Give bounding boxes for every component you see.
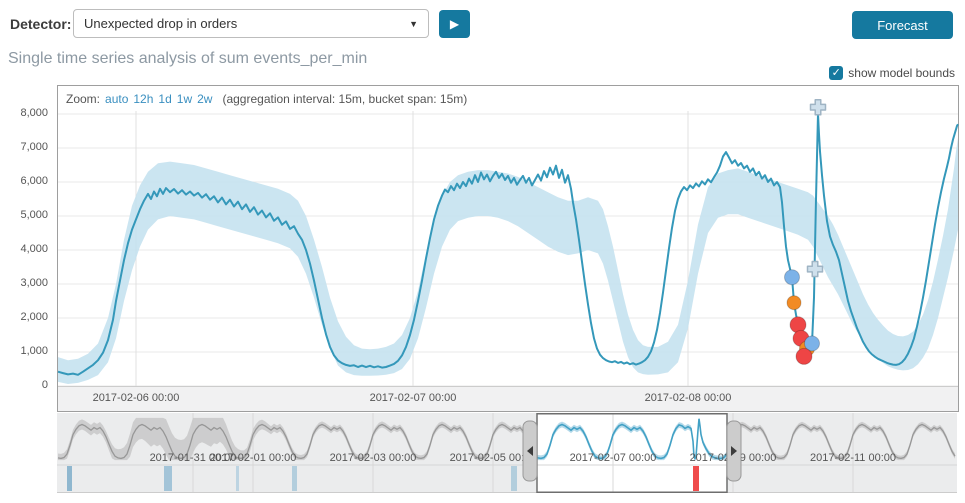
y-tick-label: 3,000 — [20, 277, 48, 289]
focus-chart-panel: Zoom: auto 12h 1d 1w 2w (aggregation interva… — [57, 85, 959, 412]
detector-select[interactable]: Unexpected drop in orders ▼ — [73, 9, 429, 38]
context-x-tick-label: 2017-02-05 00:00 — [450, 452, 537, 464]
play-icon: ▶ — [449, 17, 460, 31]
page-title: Single time series analysis of sum event… — [8, 50, 368, 67]
focus-x-axis: 2017-02-06 00:00 2017-02-07 00:00 2017-02-… — [58, 386, 958, 411]
x-tick-label: 2017-02-07 00:00 — [369, 392, 457, 404]
anomaly-marker-critical[interactable] — [795, 347, 813, 365]
context-x-tick-label: 2017-02-03 00:00 — [330, 452, 417, 464]
zoom-links: auto 12h 1d 1w 2w — [100, 92, 212, 106]
swimlane-anomaly-bar-low[interactable] — [292, 466, 297, 491]
zoom-link-12h[interactable]: 12h — [133, 91, 154, 106]
aggregation-note: (aggregation interval: 15m, bucket span:… — [222, 91, 468, 106]
swimlane-anomaly-bar-low[interactable] — [511, 466, 517, 491]
show-model-bounds-toggle[interactable]: ✓ show model bounds — [829, 66, 955, 80]
context-x-tick-label: 2017-02-11 00:00 — [810, 452, 896, 464]
multi-bucket-anomaly-marker[interactable] — [809, 98, 827, 116]
context-series-dimmed — [57, 417, 956, 461]
swimlane-anomaly-bar-low[interactable] — [67, 466, 72, 491]
chevron-down-icon: ▼ — [409, 18, 418, 29]
forecast-button[interactable]: Forecast — [852, 11, 953, 39]
zoom-bar: Zoom: auto 12h 1d 1w 2w (aggregation interva… — [58, 86, 958, 111]
model-bounds-band — [58, 137, 958, 384]
anomaly-marker-warning[interactable] — [784, 269, 800, 286]
anomaly-marker-warning[interactable] — [804, 335, 820, 352]
context-chart-wrap: 2017-01-31 00:00 2017-02-01 00:00 2017-02-… — [57, 413, 957, 494]
zoom-label: Zoom: — [66, 91, 101, 106]
swimlane-anomaly-bar-low[interactable] — [236, 466, 239, 491]
show-model-bounds-label: show model bounds — [848, 66, 955, 80]
swimlane-anomaly-bar-critical[interactable] — [693, 466, 699, 491]
anomaly-marker-major[interactable] — [786, 295, 802, 311]
actual-series-line — [57, 113, 959, 376]
zoom-link-auto[interactable]: auto — [105, 91, 129, 106]
y-tick-label: 2,000 — [20, 311, 48, 323]
play-button[interactable]: ▶ — [439, 10, 470, 38]
brush-handle-right-arrow-icon — [731, 446, 737, 456]
context-x-tick-label: 2017-02-01 00:00 — [210, 452, 297, 464]
y-tick-label: 6,000 — [20, 175, 48, 187]
swimlane-anomaly-bar-low[interactable] — [164, 466, 172, 491]
x-tick-label: 2017-02-06 00:00 — [92, 392, 180, 404]
x-tick-label: 2017-02-08 00:00 — [644, 392, 732, 404]
zoom-link-1d[interactable]: 1d — [158, 91, 172, 106]
zoom-link-1w[interactable]: 1w — [176, 91, 193, 106]
focus-chart[interactable] — [57, 98, 959, 387]
detector-label: Detector: — [10, 16, 72, 32]
brush-handle-left-arrow-icon — [527, 446, 533, 456]
y-tick-label: 8,000 — [20, 107, 48, 119]
y-tick-label: 7,000 — [20, 141, 48, 153]
context-x-tick-label: 2017-01-31 00:00 — [150, 452, 237, 464]
checkbox-checked-icon[interactable]: ✓ — [829, 66, 844, 80]
zoom-link-2w[interactable]: 2w — [197, 91, 213, 106]
y-tick-label: 0 — [41, 379, 48, 391]
multi-bucket-anomaly-marker[interactable] — [806, 260, 824, 278]
y-tick-label: 1,000 — [20, 345, 48, 357]
detector-selected-value: Unexpected drop in orders — [84, 16, 238, 31]
y-tick-label: 5,000 — [20, 209, 48, 221]
context-x-tick-label: 2017-02-07 00:00 — [570, 452, 657, 464]
y-tick-label: 4,000 — [20, 243, 48, 255]
